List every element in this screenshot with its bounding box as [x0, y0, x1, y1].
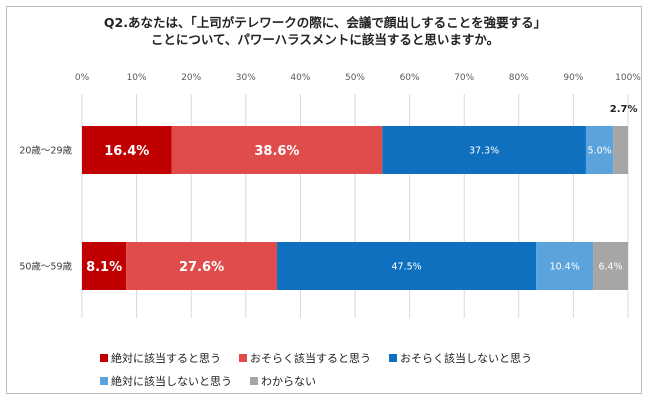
x-tick-label: 70% — [454, 73, 474, 83]
legend-label: 絶対に該当しないと思う — [111, 375, 232, 388]
legend-row: 絶対に該当すると思う おそらく該当すると思う おそらく該当しないと思う — [100, 350, 600, 366]
bar-segment — [585, 126, 614, 174]
bar-segment — [82, 242, 127, 290]
x-tick-label: 100% — [615, 73, 641, 83]
bar-segment — [593, 242, 628, 290]
chart-frame — [6, 6, 642, 394]
legend-item: 絶対に該当しないと思う — [100, 373, 232, 389]
bar-segment — [276, 242, 537, 290]
bar-segment — [382, 126, 586, 174]
legend-label: おそらく該当すると思う — [250, 352, 371, 365]
legend-label: おそらく該当しないと思う — [400, 352, 532, 365]
x-tick-label: 40% — [290, 73, 310, 83]
bar-segment — [171, 126, 383, 174]
legend-swatch — [389, 354, 397, 362]
legend-item: わからない — [250, 373, 316, 389]
data-label: 16.4% — [104, 144, 149, 159]
legend-swatch — [239, 354, 247, 362]
data-label: 38.6% — [254, 144, 299, 159]
legend-row: 絶対に該当しないと思う わからない — [100, 373, 600, 389]
legend-swatch — [100, 377, 108, 385]
legend: 絶対に該当すると思う おそらく該当すると思う おそらく該当しないと思う 絶対に該当し… — [100, 350, 600, 396]
data-label: 27.6% — [179, 260, 224, 275]
title-line-2: ことについて、パワーハラスメントに該当すると思いますか。 — [150, 32, 500, 47]
legend-item: おそらく該当すると思う — [239, 350, 371, 366]
title-line-1: Q2.あなたは、「上司がテレワークの際に、会議で顔出しすることを強要する」 — [103, 15, 547, 30]
x-tick-label: 80% — [509, 73, 529, 83]
chart-title: Q2.あなたは、「上司がテレワークの際に、会議で顔出しすることを強要する」 こと… — [0, 14, 650, 48]
category-label: 50歳～59歳 — [19, 261, 72, 273]
legend-swatch — [250, 377, 258, 385]
data-label: 6.4% — [598, 262, 622, 273]
data-label: 10.4% — [550, 262, 580, 273]
legend-item: 絶対に該当すると思う — [100, 350, 221, 366]
x-tick-label: 50% — [345, 73, 365, 83]
legend-label: 絶対に該当すると思う — [111, 352, 221, 365]
bar-segment — [613, 126, 628, 174]
bar-segment — [536, 242, 594, 290]
x-tick-label: 10% — [127, 73, 147, 83]
x-tick-label: 90% — [563, 73, 583, 83]
legend-label: わからない — [261, 375, 316, 388]
bar-segment — [82, 126, 172, 174]
x-tick-label: 30% — [236, 73, 256, 83]
data-label: 47.5% — [392, 262, 422, 273]
bar-segment — [126, 242, 277, 290]
data-label: 8.1% — [86, 260, 122, 275]
category-label: 20歳～29歳 — [19, 145, 72, 157]
legend-swatch — [100, 354, 108, 362]
data-label: 2.7% — [610, 104, 638, 115]
x-tick-label: 20% — [181, 73, 201, 83]
x-tick-label: 60% — [400, 73, 420, 83]
data-label: 5.0% — [588, 146, 612, 157]
x-tick-label: 0% — [75, 73, 90, 83]
data-label: 37.3% — [469, 146, 499, 157]
legend-item: おそらく該当しないと思う — [389, 350, 532, 366]
